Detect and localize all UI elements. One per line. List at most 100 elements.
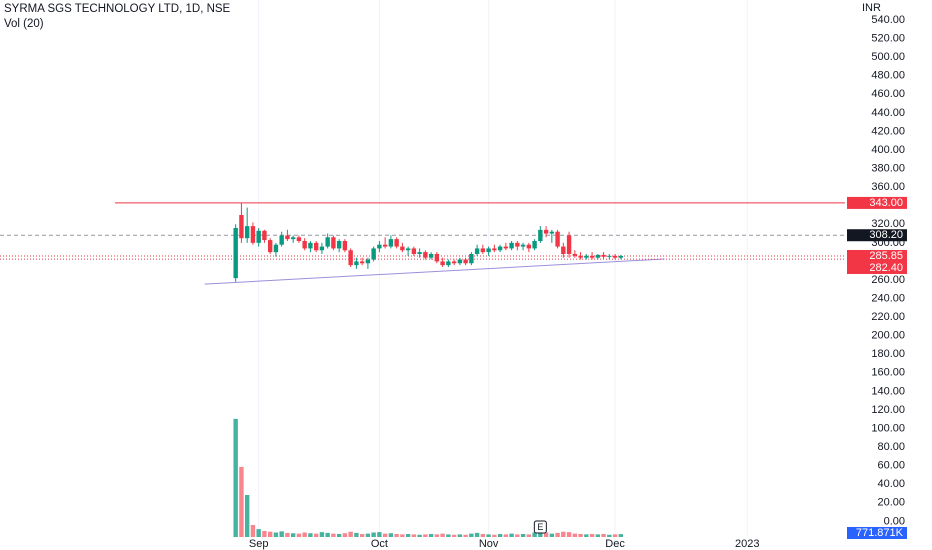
volume-bar — [296, 533, 302, 537]
candle-body — [561, 246, 566, 254]
volume-bar — [561, 531, 566, 537]
volume-bar — [354, 532, 359, 537]
price-label: 282.40 — [869, 262, 903, 274]
candle-body — [538, 229, 543, 241]
candle-body — [526, 244, 532, 249]
candle-body — [555, 231, 560, 247]
y-tick-label: 80.00 — [877, 441, 905, 453]
candle-body — [354, 261, 359, 266]
candle-body — [250, 226, 256, 243]
candle-body — [532, 240, 537, 249]
volume-bar — [612, 534, 618, 537]
y-tick-label: 180.00 — [871, 348, 905, 360]
candle-body — [440, 261, 445, 266]
volume-bar — [308, 533, 313, 537]
y-tick-label: 20.00 — [877, 497, 905, 509]
y-tick-label: 460.00 — [871, 88, 905, 100]
volume-bar — [417, 534, 422, 537]
price-label-box — [847, 196, 907, 209]
candle-body — [595, 254, 601, 258]
y-tick-label: 260.00 — [871, 274, 905, 286]
price-label: 343.00 — [869, 197, 903, 209]
price-label: 285.85 — [869, 250, 903, 262]
y-tick-label: 380.00 — [871, 162, 905, 174]
volume-bar — [555, 532, 560, 537]
candle-body — [589, 255, 595, 258]
candle-body — [434, 253, 440, 262]
candle-body — [417, 252, 422, 254]
x-tick-label: Sep — [249, 538, 269, 550]
volume-bar — [486, 534, 491, 537]
x-tick-label: Dec — [605, 538, 625, 550]
volume-bar — [526, 534, 532, 537]
candle-body — [400, 246, 405, 251]
candle-body — [618, 255, 624, 258]
volume-bar — [463, 534, 468, 537]
candle-body — [262, 230, 267, 241]
volume-bar — [256, 529, 261, 537]
currency: INR — [862, 2, 881, 14]
volume-bar — [400, 534, 405, 537]
candle-body — [308, 242, 313, 249]
volume-bar — [515, 534, 520, 537]
volume-bar — [359, 534, 365, 537]
candle-body — [256, 230, 261, 243]
y-tick-label: 120.00 — [871, 404, 905, 416]
x-tick-label: Nov — [479, 538, 499, 550]
candle-body — [313, 242, 319, 251]
volume-bar — [607, 534, 612, 537]
volume-bar — [267, 531, 273, 537]
candle-body — [446, 261, 451, 266]
volume-bar — [497, 534, 503, 537]
candle-body — [244, 226, 250, 239]
x-tick-label: Oct — [371, 538, 388, 550]
volume-bar — [474, 532, 480, 537]
candle-body — [457, 259, 463, 264]
candle-body — [584, 255, 589, 258]
volume-bar — [239, 466, 244, 537]
candle-body — [331, 237, 336, 249]
candle-body — [607, 255, 612, 257]
y-tick-label: 540.00 — [871, 14, 905, 26]
volume-bar — [434, 534, 440, 537]
volume-bar — [509, 533, 514, 537]
volume-bar — [348, 531, 353, 537]
volume-bar — [584, 534, 589, 537]
volume-bar — [342, 533, 348, 537]
y-tick-label: 520.00 — [871, 32, 905, 44]
candle-body — [612, 255, 618, 258]
volume-bar — [290, 533, 296, 537]
volume-bar — [618, 534, 624, 537]
y-tick-label: 60.00 — [877, 460, 905, 472]
candle-body — [348, 250, 353, 266]
price-label-box — [847, 249, 907, 262]
candle-body — [371, 248, 376, 260]
volume-label: 771.871K — [856, 527, 904, 539]
volume-bar — [532, 532, 537, 537]
volume-bar — [233, 418, 238, 537]
candle-body — [566, 235, 572, 254]
volume-bar — [394, 534, 399, 537]
volume-bar — [451, 534, 457, 537]
volume-bar — [428, 534, 434, 537]
x-tick-label: 2023 — [735, 538, 759, 550]
volume-bar — [382, 533, 388, 537]
candle-body — [423, 252, 428, 258]
volume-title: Vol (20) — [4, 18, 44, 30]
y-tick-label: 400.00 — [871, 144, 905, 156]
volume-bar — [538, 531, 543, 537]
candle-body — [428, 253, 434, 258]
volume-bar — [549, 533, 555, 537]
candle-body — [319, 246, 325, 251]
candle-body — [492, 248, 497, 251]
volume-bar — [405, 534, 411, 537]
y-tick-label: 100.00 — [871, 422, 905, 434]
candle-body — [336, 240, 342, 249]
candle-body — [239, 214, 244, 239]
y-tick-label: 220.00 — [871, 311, 905, 323]
candle-body — [365, 259, 371, 264]
candle-body — [382, 244, 388, 247]
candle-body — [388, 239, 394, 247]
